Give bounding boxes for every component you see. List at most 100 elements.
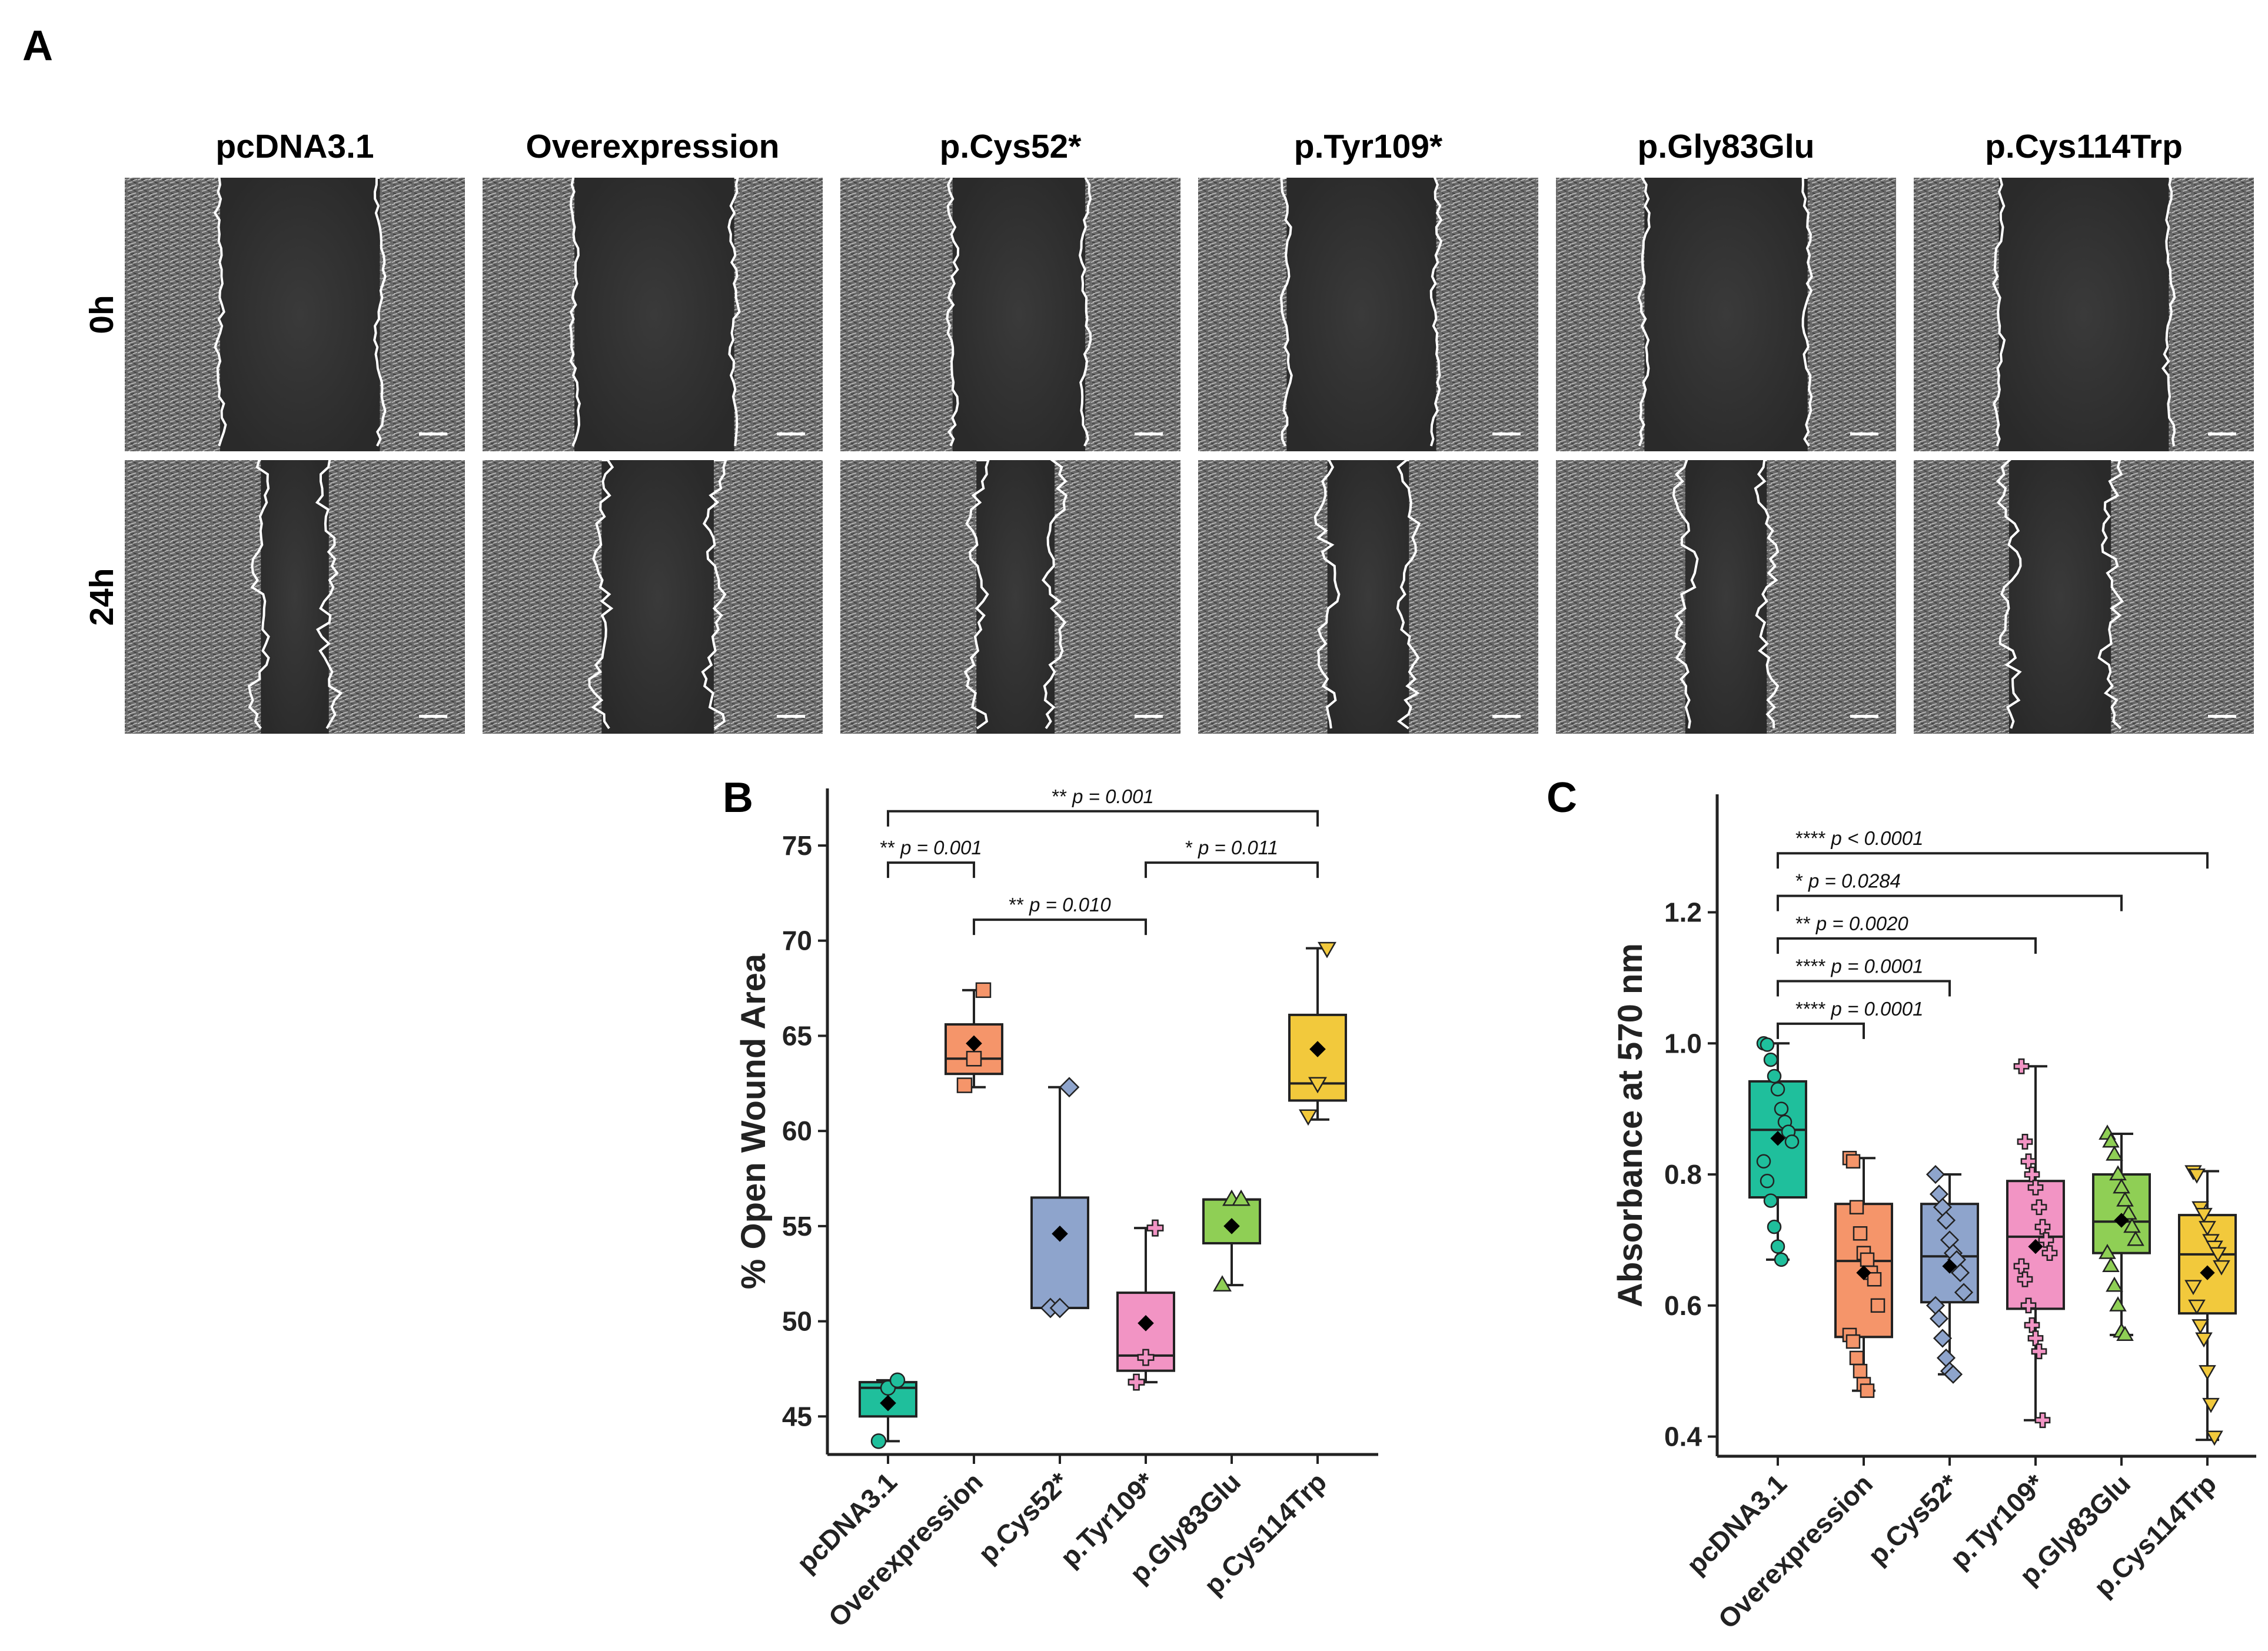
mean-marker (1856, 1265, 1871, 1280)
wound-edge-right (1429, 177, 1443, 447)
wound-edge-left (1672, 459, 1699, 729)
data-point (1936, 1348, 1956, 1367)
data-point (1849, 1200, 1864, 1214)
panel-c-letter: C (1547, 774, 1577, 821)
micrograph-p-tyr109-0h (1198, 177, 1538, 451)
mean-marker (2200, 1265, 2215, 1280)
column-label-overexpression: Overexpression (526, 128, 780, 165)
mean-marker (966, 1035, 982, 1052)
box-overexpression (945, 982, 1003, 1093)
data-point (1860, 1383, 1875, 1398)
y-tick-label: 0.4 (1664, 1422, 1702, 1452)
data-point (2116, 1326, 2134, 1341)
data-point (2195, 1207, 2213, 1223)
data-point (1860, 1252, 1875, 1267)
data-point (1213, 1275, 1232, 1291)
data-point (1049, 1297, 1070, 1319)
data-point (1845, 1334, 1861, 1349)
box-p-cys52 (1920, 1164, 1979, 1384)
wound-edge-right (2097, 459, 2124, 730)
data-point (1853, 1363, 1868, 1379)
wound-edge-left (213, 177, 227, 447)
micrograph-p-gly83glu-0h (1556, 177, 1896, 451)
panel-a-letter: A (22, 22, 53, 69)
bracket-line (1777, 852, 2209, 869)
micrograph-overexpression-24h (483, 459, 823, 734)
data-point (1926, 1164, 1946, 1184)
significance-stars: **** (1795, 955, 1826, 977)
data-point (975, 982, 992, 998)
column-label-p-tyr109: p.Tyr109* (1294, 128, 1443, 165)
data-point (2031, 1199, 2047, 1216)
bracket-line (973, 918, 1147, 936)
significance-p-value: p = 0.011 (1198, 837, 1278, 858)
box-p-cys114trp (1288, 941, 1347, 1126)
data-point (2109, 1165, 2127, 1181)
box-p-cys114trp (2178, 1165, 2237, 1446)
data-point (2113, 1178, 2130, 1194)
significance-p-value: p = 0.001 (1072, 785, 1154, 807)
data-point (870, 1433, 887, 1449)
wound-gap (1644, 178, 1808, 451)
data-point (2013, 1058, 2030, 1074)
data-point (2184, 1280, 2202, 1296)
data-point (2109, 1296, 2127, 1312)
data-point (2116, 1191, 2134, 1207)
significance-spacer (1825, 998, 1831, 1020)
bracket-line (1777, 894, 2123, 911)
box-p-tyr109 (1116, 1219, 1175, 1391)
panel-b-letter: B (723, 774, 753, 821)
data-point (1760, 1037, 1775, 1052)
data-point (2199, 1365, 2216, 1380)
micrograph-p-tyr109-24h (1198, 459, 1538, 734)
scale-bar (419, 432, 447, 435)
scale-bar (2208, 715, 2236, 718)
data-point (1929, 1184, 1949, 1204)
bracket-line (887, 861, 975, 878)
data-point (1770, 1239, 1785, 1254)
data-point (2034, 1412, 2051, 1429)
data-point (2120, 1204, 2137, 1220)
mean-marker (1138, 1315, 1154, 1332)
data-point (966, 1051, 982, 1067)
significance-p-value: p = 0.0001 (1831, 998, 1924, 1020)
wound-edge-right (1396, 459, 1421, 730)
significance-label: ** p = 0.010 (1009, 894, 1111, 916)
data-point (2106, 1145, 2123, 1161)
data-point (1845, 1154, 1861, 1169)
wound-edge-right (1801, 177, 1813, 447)
data-point (1943, 1364, 1963, 1384)
box-p-gly83glu (1202, 1189, 1261, 1291)
y-tick-label: 0.8 (1664, 1159, 1702, 1190)
micrograph-p-cys114trp-24h (1914, 459, 2254, 734)
scale-bar (1492, 715, 1521, 718)
data-point (2024, 1317, 2040, 1333)
significance-label: **** p < 0.0001 (1795, 827, 1923, 849)
scale-bar (777, 432, 805, 435)
data-point (2188, 1299, 2206, 1315)
scale-bar (2208, 432, 2236, 435)
y-tick-label: 0.6 (1664, 1290, 1702, 1321)
data-point (1870, 1298, 1885, 1313)
box-pcdna3-1 (1748, 1036, 1807, 1267)
wound-gap (1327, 460, 1409, 734)
bracket-line (1145, 861, 1319, 878)
data-point (2017, 1271, 2033, 1287)
data-point (1137, 1349, 1155, 1366)
data-point (2213, 1260, 2230, 1276)
data-point (1784, 1134, 1800, 1149)
y-tick-label: 75 (782, 830, 812, 861)
significance-stars: * (1795, 870, 1803, 892)
significance-stars: ** (1795, 913, 1811, 934)
mean-marker (1770, 1131, 1785, 1146)
significance-stars: ** (1009, 894, 1024, 916)
data-point (1954, 1283, 1974, 1302)
panel-a-micrographs: pcDNA3.1 Overexpression p.Cys52* p.Tyr109* p… (83, 128, 2254, 734)
significance-bracket: ** p = 0.0020 (1777, 913, 2037, 954)
data-point (1059, 1077, 1080, 1098)
data-point (1767, 1069, 1782, 1084)
significance-p-value: p < 0.0001 (1831, 827, 1924, 849)
bracket-line (1777, 980, 1951, 997)
